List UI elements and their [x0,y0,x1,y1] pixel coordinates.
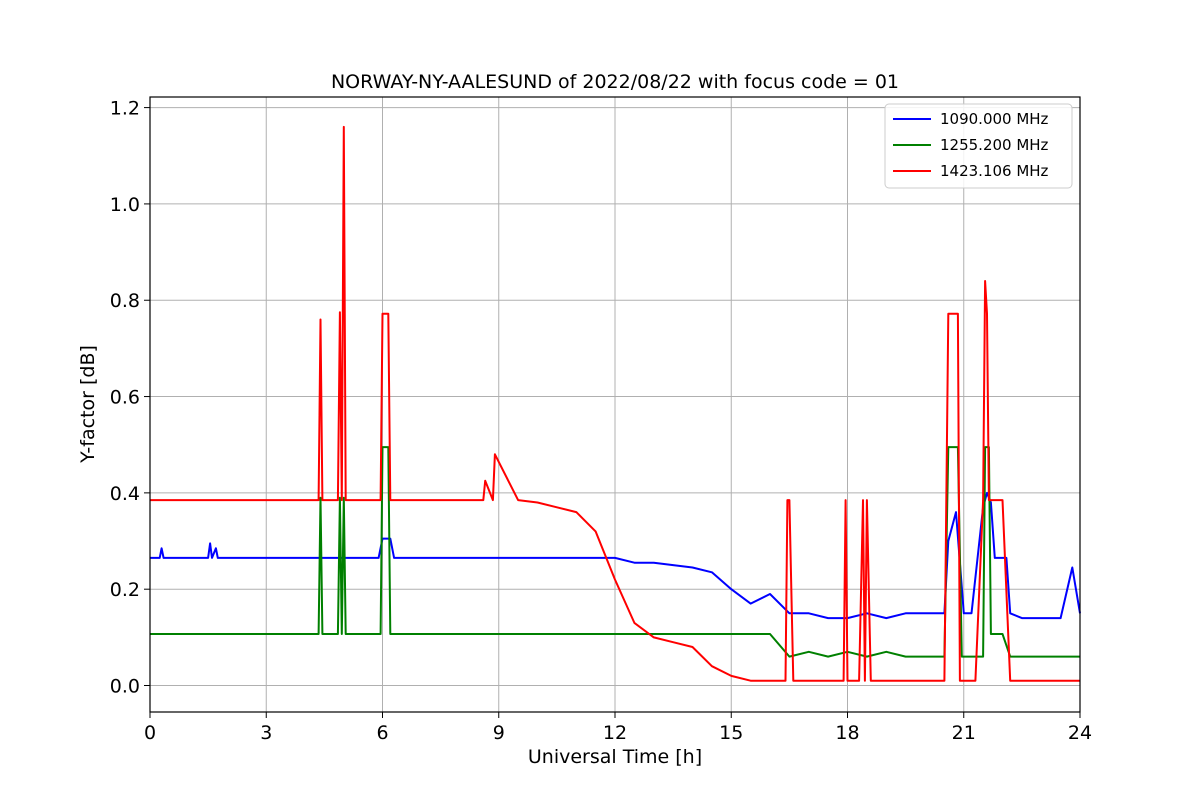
y-tick-label: 0.6 [110,387,140,409]
series-line-2 [150,446,1080,658]
legend-label: 1255.200 MHz [940,136,1049,154]
x-tick-label: 6 [376,722,388,744]
legend: 1090.000 MHz 1255.200 MHz 1423.106 MHz [884,103,1073,189]
x-axis-label: Universal Time [h] [528,746,702,768]
y-tick-label: 1.0 [110,194,140,216]
x-tick-label: 15 [719,722,743,744]
x-tick-label: 18 [835,722,859,744]
x-tick-label: 0 [144,722,156,744]
y-tick-label: 0.4 [110,483,140,505]
x-tick-label: 21 [952,722,976,744]
legend-box [884,103,1073,189]
axis-ticks: 0 3 6 9 12 15 18 21 24 0.0 0.2 0.4 0.6 0.8 1.0 1.2 [110,98,1092,744]
chart-title: NORWAY-NY-AALESUND of 2022/08/22 with fo… [331,71,899,93]
legend-label: 1423.106 MHz [940,162,1049,180]
y-tick-label: 0.2 [110,579,140,601]
legend-label: 1090.000 MHz [940,110,1049,128]
series-line-1 [150,491,1081,620]
x-tick-label: 12 [603,722,627,744]
series-lines [150,125,1081,682]
x-tick-label: 9 [493,722,505,744]
y-tick-label: 0.0 [110,676,140,698]
y-axis-label: Y-factor [dB] [77,345,99,464]
x-tick-label: 24 [1068,722,1092,744]
series-line-3 [150,125,1080,682]
x-tick-label: 3 [260,722,272,744]
y-tick-label: 0.8 [110,290,140,312]
y-tick-label: 1.2 [110,98,140,120]
